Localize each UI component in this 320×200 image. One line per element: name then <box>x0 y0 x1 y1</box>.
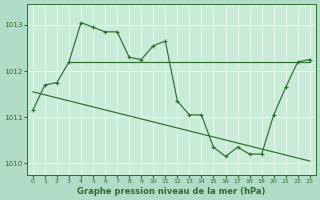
X-axis label: Graphe pression niveau de la mer (hPa): Graphe pression niveau de la mer (hPa) <box>77 187 266 196</box>
